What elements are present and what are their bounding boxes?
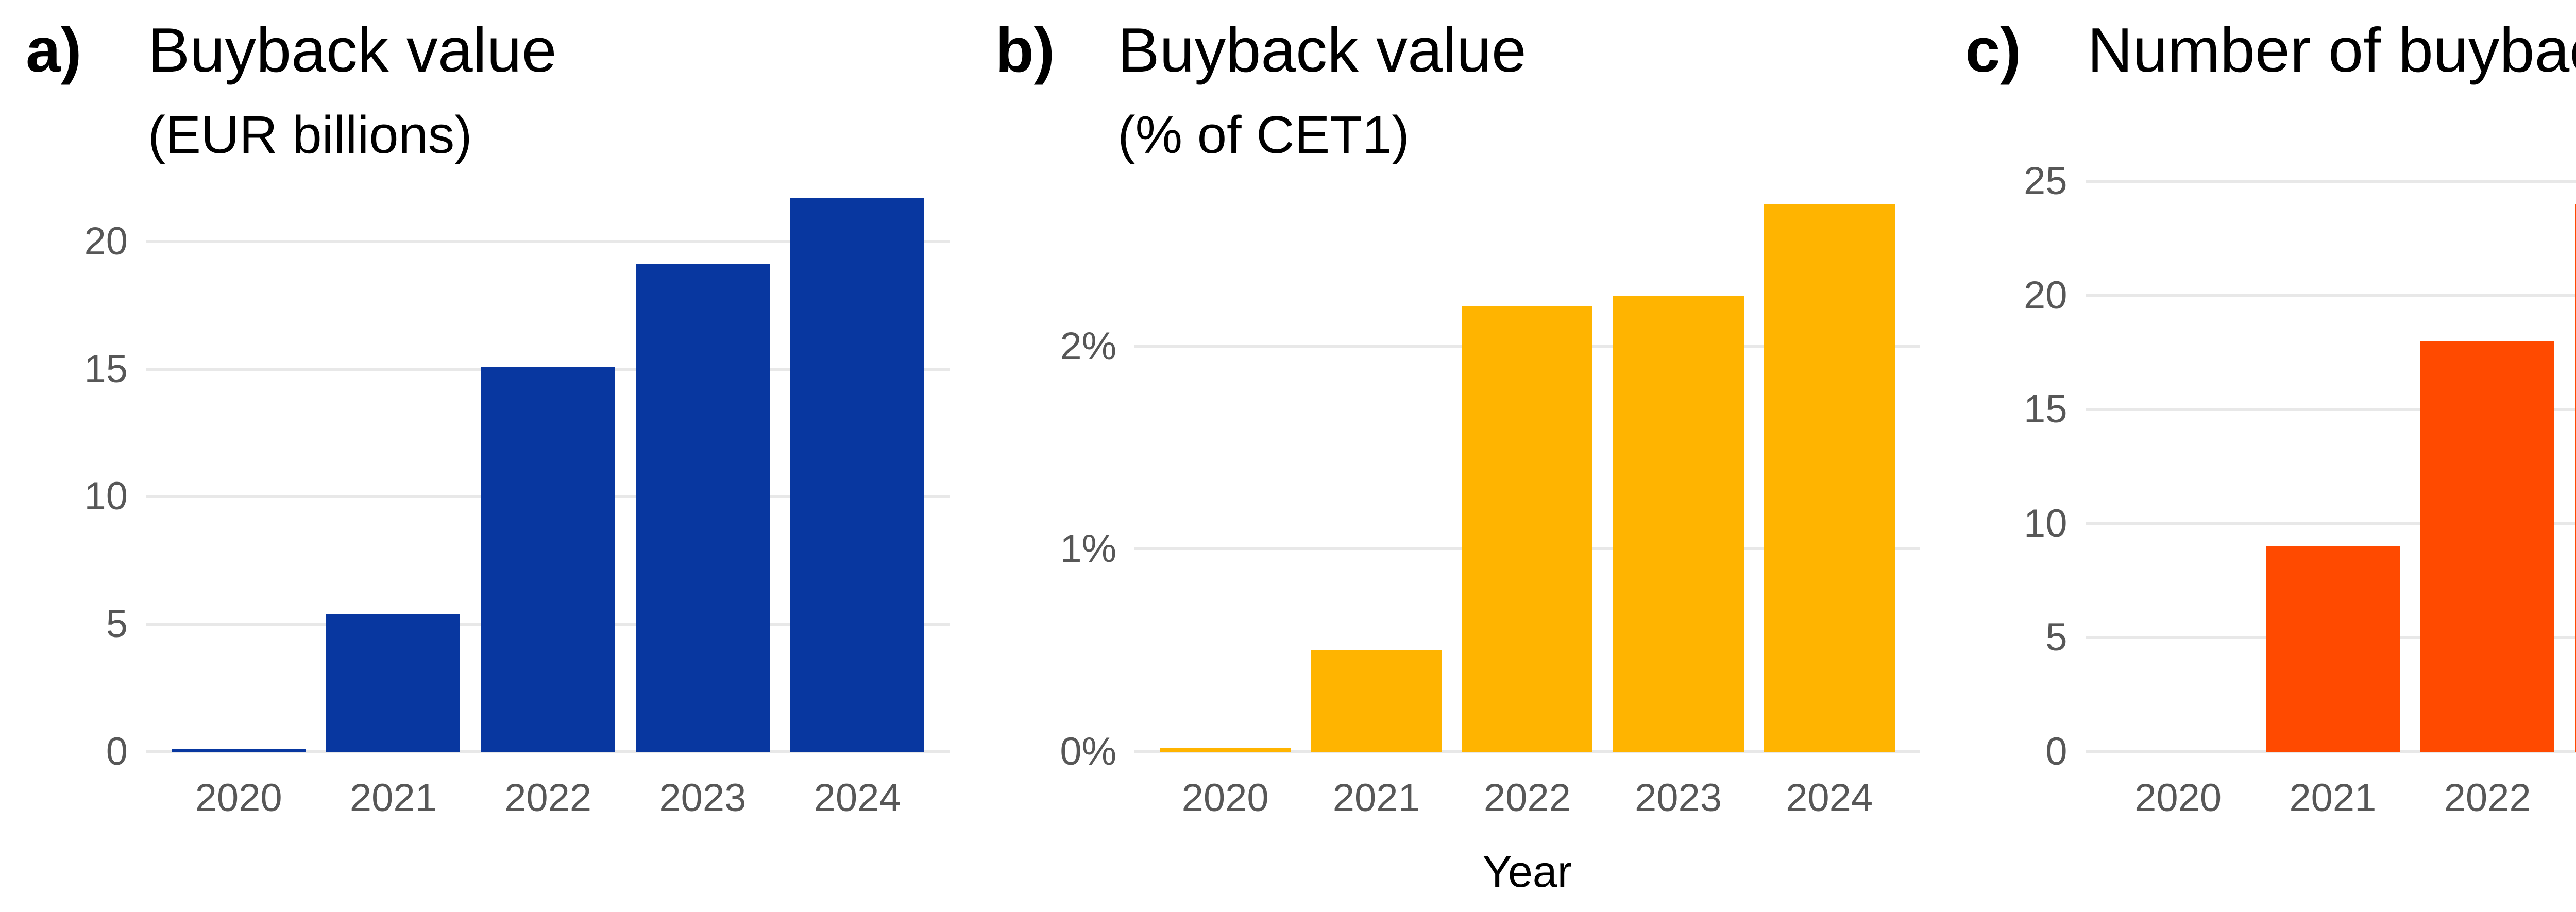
y-gridline xyxy=(2085,294,2576,297)
x-tick-label: 2020 xyxy=(2134,776,2222,820)
y-tick-label: 20 xyxy=(2023,273,2067,317)
x-axis-title: Year xyxy=(1482,847,1572,897)
y-tick-label: 0% xyxy=(1060,730,1117,773)
y-tick-label: 0 xyxy=(106,730,128,773)
bar-2024 xyxy=(790,198,925,752)
x-tick-label: 2024 xyxy=(814,776,901,820)
x-tick-label: 2023 xyxy=(2565,778,2576,819)
y-tick-label: 10 xyxy=(2023,501,2067,545)
x-tick-label: 2021 xyxy=(349,776,437,820)
bar-2020 xyxy=(1160,748,1291,752)
bar-2023 xyxy=(2575,204,2576,752)
y-gridline xyxy=(2085,180,2576,183)
bar-2021 xyxy=(1311,650,1442,752)
bar-2022 xyxy=(1462,305,1593,752)
panel-letter-label: a) xyxy=(26,15,82,85)
x-tick-label: 2021 xyxy=(1332,776,1420,820)
panel-subtitle: (EUR billions) xyxy=(148,105,472,164)
bar-2020 xyxy=(172,749,306,752)
y-gridline xyxy=(1134,750,1920,753)
chart-panel-b: b) Buyback value (% of CET1) 0% 1% 2% 2020 2021… xyxy=(970,0,1939,912)
bar-2022 xyxy=(2420,341,2555,752)
y-gridline xyxy=(2085,522,2576,525)
y-tick-label: 15 xyxy=(84,347,128,391)
x-tick-label: 2022 xyxy=(1483,776,1571,820)
y-gridline xyxy=(2085,408,2576,411)
panel-letter-label: b) xyxy=(995,15,1055,85)
y-tick-label: 5 xyxy=(106,602,128,646)
y-tick-label: 0 xyxy=(2045,730,2067,773)
bar-2023 xyxy=(1613,296,1744,752)
plot-area xyxy=(2085,170,2576,753)
plot-area xyxy=(1134,170,1920,753)
y-tick-label: 2% xyxy=(1060,324,1117,368)
bar-2024 xyxy=(1764,204,1895,752)
x-tick-label: 2020 xyxy=(1181,776,1269,820)
panel-title: Number of buyback announcements xyxy=(2087,15,2576,85)
x-tick-label: 2023 xyxy=(1634,776,1722,820)
bar-2023 xyxy=(635,264,770,752)
y-gridline xyxy=(146,239,951,243)
panel-subtitle: (% of CET1) xyxy=(1117,105,1410,164)
y-tick-label: 25 xyxy=(2023,159,2067,203)
y-tick-label: 1% xyxy=(1060,527,1117,571)
y-gridline xyxy=(146,750,951,753)
bar-2022 xyxy=(481,366,615,752)
y-tick-label: 5 xyxy=(2045,615,2067,660)
x-tick-label: 2021 xyxy=(2289,776,2377,820)
bar-2021 xyxy=(2265,546,2400,752)
y-gridline xyxy=(2085,750,2576,753)
y-tick-label: 15 xyxy=(2023,387,2067,432)
plot-area xyxy=(146,170,951,753)
panel-title: Buyback value xyxy=(148,15,557,85)
panel-letter-label: c) xyxy=(1965,15,2021,85)
x-tick-label: 2022 xyxy=(504,776,592,820)
x-tick-label: 2020 xyxy=(195,776,282,820)
x-tick-label: 2023 xyxy=(659,776,747,820)
panel-title: Buyback value xyxy=(1117,15,1527,85)
x-tick-label: 2024 xyxy=(1786,776,1873,820)
y-tick-label: 10 xyxy=(84,474,128,519)
chart-panel-c: c) Number of buyback announcements 0 5 10 15 2… xyxy=(1940,0,2576,912)
bar-2021 xyxy=(326,614,461,752)
x-tick-label: 2022 xyxy=(2444,776,2531,820)
y-tick-label: 20 xyxy=(84,219,128,263)
chart-panel-a: a) Buyback value (EUR billions) 0 5 10 15 20 202… xyxy=(0,0,970,912)
